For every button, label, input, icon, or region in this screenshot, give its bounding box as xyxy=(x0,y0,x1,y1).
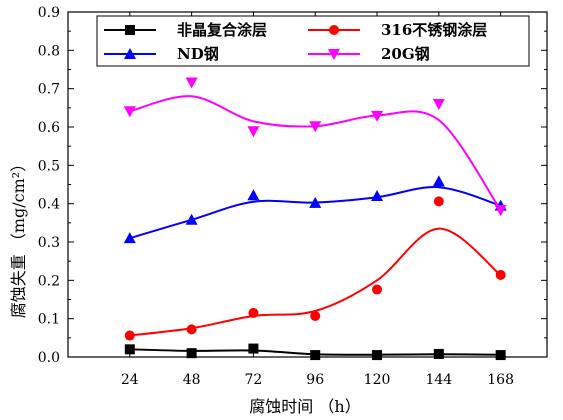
legend-label-amorphous-coating: 非晶复合涂层 xyxy=(177,21,267,39)
data-point-0 xyxy=(433,348,444,359)
data-point-3 xyxy=(123,106,136,118)
x-tick-label: 168 xyxy=(487,372,514,388)
data-point-3 xyxy=(247,126,260,138)
legend-items xyxy=(104,25,360,60)
data-point-1 xyxy=(248,307,259,318)
y-axis-title: 腐蚀失重 （mg/cm²） xyxy=(9,156,28,318)
data-point-2 xyxy=(371,190,384,201)
y-tick-label: 0.6 xyxy=(38,120,60,136)
data-point-3 xyxy=(432,99,445,110)
y-tick-label: 0.4 xyxy=(38,197,60,213)
y-tick-label: 0.7 xyxy=(38,82,60,98)
data-point-1 xyxy=(124,330,135,341)
data-point-0 xyxy=(372,350,383,361)
x-tick-label: 72 xyxy=(245,372,263,388)
data-point-0 xyxy=(248,343,259,354)
x-tick-label: 120 xyxy=(364,372,391,388)
legend: 非晶复合涂层 316不锈钢涂层 ND钢 20G钢 xyxy=(96,15,530,67)
data-point-0 xyxy=(495,350,506,361)
data-point-1 xyxy=(186,324,197,335)
data-point-1 xyxy=(372,284,383,295)
data-point-0 xyxy=(186,348,197,359)
y-tick-label: 0.1 xyxy=(38,312,60,328)
data-point-2 xyxy=(432,175,445,187)
data-point-1 xyxy=(495,269,506,280)
x-tick-label: 24 xyxy=(121,372,139,388)
data-point-3 xyxy=(494,205,507,217)
legend-label-20g-steel: 20G钢 xyxy=(381,45,430,63)
y-tick-label: 0.2 xyxy=(38,273,60,289)
data-point-2 xyxy=(309,196,322,208)
legend-label-316-stainless-coating: 316不锈钢涂层 xyxy=(381,21,487,39)
data-point-2 xyxy=(123,232,136,244)
plot-area: 0.0 0.1 0.2 0.3 0.4 0.5 0.6 0.7 0.8 0.9 24 48 72 96 12… xyxy=(38,5,548,388)
y-tick-label: 0.0 xyxy=(38,350,60,366)
legend-marker-0 xyxy=(125,25,135,35)
data-point-3 xyxy=(371,110,384,122)
data-point-3 xyxy=(309,121,322,133)
legend-label-nd-steel: ND钢 xyxy=(177,45,219,63)
data-point-2 xyxy=(247,189,260,201)
y-tick-label: 0.9 xyxy=(38,5,60,21)
legend-frame xyxy=(96,15,530,67)
data-point-3 xyxy=(185,77,198,89)
x-axis-title: 腐蚀时间 （h） xyxy=(249,397,360,416)
data-point-0 xyxy=(310,350,321,361)
legend-marker-2 xyxy=(124,48,136,59)
data-point-1 xyxy=(310,310,321,321)
legend-marker-3 xyxy=(328,49,340,60)
series-line-3 xyxy=(129,95,502,211)
y-tick-label: 0.5 xyxy=(38,158,60,174)
data-point-2 xyxy=(185,213,198,225)
y-tick-label: 0.8 xyxy=(38,43,60,59)
data-point-0 xyxy=(124,344,135,355)
x-tick-label: 144 xyxy=(425,372,452,388)
legend-marker-1 xyxy=(329,25,339,35)
x-tick-label: 48 xyxy=(183,372,201,388)
series-line-2 xyxy=(129,186,501,240)
x-tick-label: 96 xyxy=(306,372,324,388)
data-point-1 xyxy=(433,196,444,207)
y-tick-label: 0.3 xyxy=(38,235,60,251)
